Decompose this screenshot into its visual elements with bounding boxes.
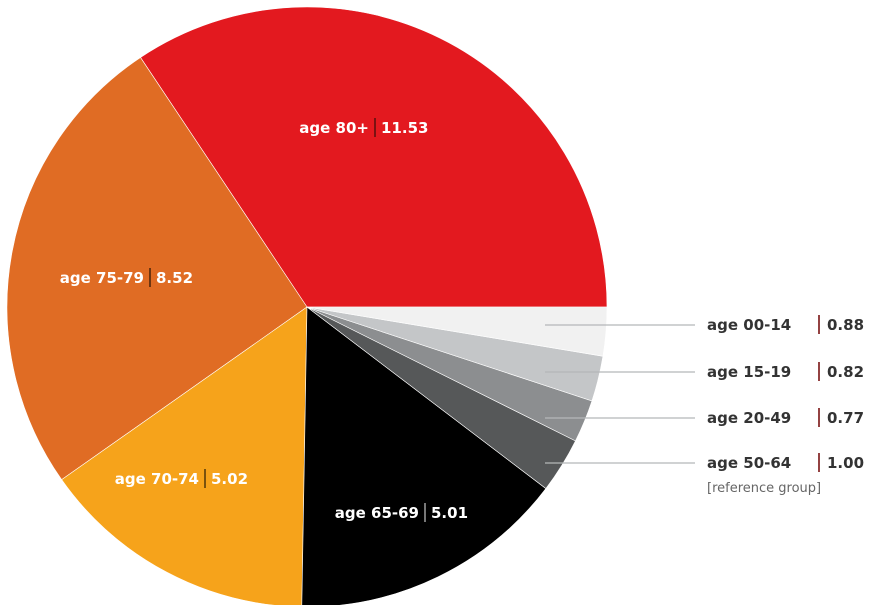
slice-value-label: 5.02 xyxy=(211,470,248,488)
legend-value-label: 0.88 xyxy=(827,316,864,334)
slice-value-label: 8.52 xyxy=(156,269,193,287)
slice-category-label: age 80+ xyxy=(299,119,369,137)
legend: age 50-64 1.00 [reference group] age 20-49 0… xyxy=(545,315,864,496)
legend-item-age-50-64: age 50-64 1.00 [reference group] xyxy=(545,453,864,496)
slice-category-label: age 65-69 xyxy=(335,504,419,522)
slice-label-age-70-74: age 70-74 5.02 xyxy=(115,469,248,488)
legend-category-label: age 20-49 xyxy=(707,409,791,427)
legend-value-label: 1.00 xyxy=(827,454,864,472)
legend-note: [reference group] xyxy=(707,481,821,496)
pie-slices xyxy=(6,6,608,605)
slice-age-00-14 xyxy=(306,306,608,357)
legend-category-label: age 15-19 xyxy=(707,363,791,381)
legend-category-label: age 00-14 xyxy=(707,316,791,334)
slice-label-age-80: age 80+ 11.53 xyxy=(299,118,428,137)
legend-value-label: 0.77 xyxy=(827,409,864,427)
slice-label-age-65-69: age 65-69 5.01 xyxy=(335,503,468,522)
slice-value-label: 5.01 xyxy=(431,504,468,522)
legend-item-age-15-19: age 15-19 0.82 xyxy=(545,362,864,381)
slice-label-age-75-79: age 75-79 8.52 xyxy=(60,268,193,287)
slice-category-label: age 75-79 xyxy=(60,269,144,287)
legend-item-age-00-14: age 00-14 0.88 xyxy=(545,315,864,334)
slice-age-70-74 xyxy=(61,306,308,605)
legend-item-age-20-49: age 20-49 0.77 xyxy=(545,408,864,427)
slice-value-label: 11.53 xyxy=(381,119,428,137)
legend-category-label: age 50-64 xyxy=(707,454,791,472)
slice-age-65-69 xyxy=(301,306,547,605)
legend-value-label: 0.82 xyxy=(827,363,864,381)
slice-category-label: age 70-74 xyxy=(115,470,199,488)
slice-age-75-79 xyxy=(6,57,308,481)
